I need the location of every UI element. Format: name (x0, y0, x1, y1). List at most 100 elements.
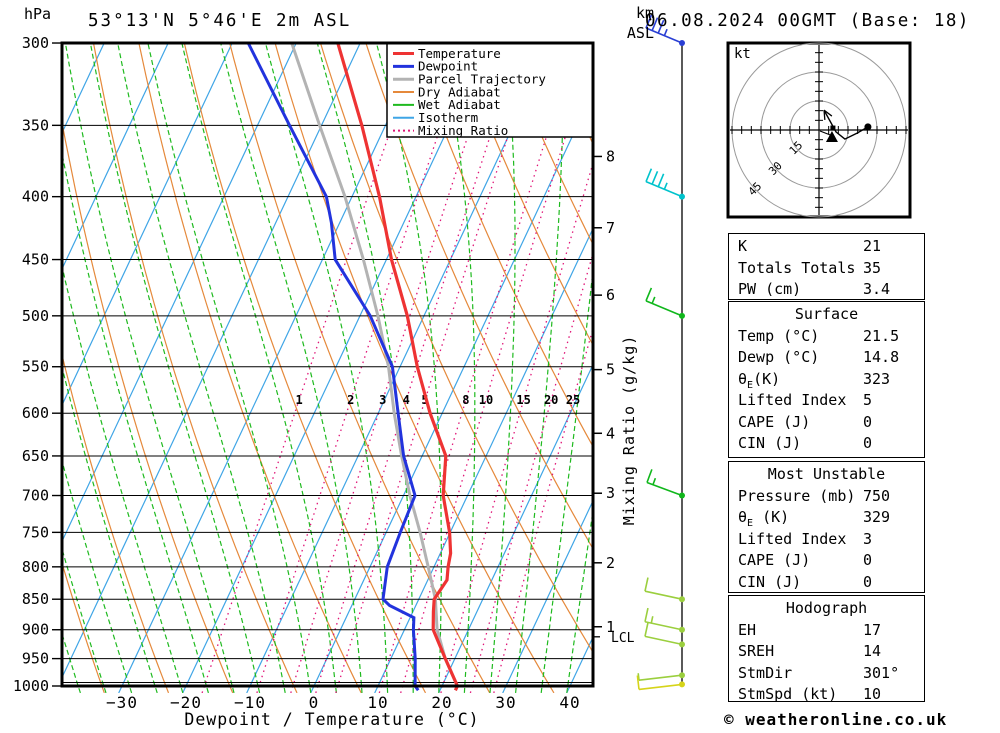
table-row: CIN (J) 0 (729, 572, 924, 594)
table-row: CAPE (J) 0 (729, 550, 924, 572)
table-row: θE (K) 329 (729, 507, 924, 529)
svg-text:750: 750 (22, 523, 49, 541)
svg-text:700: 700 (22, 487, 49, 505)
svg-text:−20: −20 (170, 693, 202, 712)
stat-value: 329 (863, 508, 891, 526)
stat-label: K (738, 237, 748, 255)
stat-label: CAPE (J) (738, 551, 811, 569)
lcl-label: LCL (611, 631, 635, 646)
svg-text:900: 900 (22, 621, 49, 639)
svg-text:Wet Adiabat: Wet Adiabat (418, 97, 501, 112)
surface-table: Surface Temp (°C) 21.5 Dewp (°C) 14.8 θE(K… (728, 301, 925, 458)
stat-label: Lifted Index (738, 529, 847, 548)
stat-value: 14.8 (863, 348, 900, 366)
stat-label: EH (738, 620, 757, 639)
svg-text:2: 2 (347, 393, 354, 407)
date-title: 06.08.2024 00GMT (Base: 18) (645, 11, 970, 31)
stat-value: 35 (863, 258, 882, 277)
stat-value: 14 (863, 642, 882, 660)
table-row: SREH 14 (729, 641, 924, 663)
svg-text:350: 350 (22, 116, 49, 134)
stat-value: 0 (863, 412, 873, 431)
svg-text:500: 500 (22, 307, 49, 325)
hodograph-unit-label: kt (734, 46, 751, 62)
stat-label: θE(K) (738, 369, 781, 391)
svg-text:0: 0 (309, 693, 320, 712)
svg-text:30: 30 (495, 693, 516, 712)
table-title: Hodograph (785, 599, 868, 617)
page-title: 53°13'N 5°46'E 2m ASL (88, 11, 352, 31)
svg-text:10: 10 (367, 693, 388, 712)
table-row: CIN (J) 0 (729, 433, 924, 455)
svg-text:15: 15 (516, 393, 530, 407)
stat-label: Totals Totals (738, 258, 856, 277)
svg-text:1: 1 (295, 393, 302, 407)
svg-text:3: 3 (379, 393, 386, 407)
svg-text:10: 10 (479, 393, 493, 407)
table-row: CAPE (J) 0 (729, 412, 924, 434)
svg-text:600: 600 (22, 404, 49, 422)
pressure-axis-unit: hPa (24, 5, 52, 23)
svg-text:8: 8 (606, 147, 615, 165)
table-row: Dewp (°C) 14.8 (729, 347, 924, 369)
stat-value: 17 (863, 620, 882, 639)
stat-label: CAPE (J) (738, 412, 811, 431)
svg-text:1: 1 (606, 618, 615, 636)
stat-label: StmSpd (kt) (738, 685, 838, 703)
table-row: Pressure (mb) 750 (729, 486, 924, 508)
stat-label: Lifted Index (738, 391, 847, 409)
table-row: Lifted Index 5 (729, 390, 924, 412)
stat-label: CIN (J) (738, 572, 802, 591)
table-row: Totals Totals 35 (729, 258, 924, 280)
mixing-ratio-axis-label: Mixing Ratio (g/kg) (620, 334, 638, 526)
stat-value: 301° (863, 663, 900, 682)
table-row: StmSpd (kt) 10 (729, 684, 924, 706)
stat-value: 10 (863, 685, 882, 703)
svg-text:Dry Adiabat: Dry Adiabat (418, 84, 501, 99)
svg-text:−30: −30 (106, 693, 138, 712)
svg-text:450: 450 (22, 251, 49, 269)
x-axis-title: Dewpoint / Temperature (°C) (184, 710, 480, 729)
svg-text:Dewpoint: Dewpoint (418, 59, 478, 74)
svg-text:800: 800 (22, 558, 49, 576)
table-row: Temp (°C) 21.5 (729, 326, 924, 348)
stat-label: StmDir (738, 663, 793, 682)
svg-text:850: 850 (22, 590, 49, 608)
svg-text:6: 6 (606, 286, 615, 304)
svg-text:300: 300 (22, 34, 49, 52)
hodograph-stats-table: Hodograph EH 17 SREH 14 StmDir 301° StmSpd … (728, 595, 925, 703)
svg-text:8: 8 (462, 393, 469, 407)
svg-text:550: 550 (22, 358, 49, 376)
svg-text:Isotherm: Isotherm (418, 110, 478, 125)
svg-text:4: 4 (403, 393, 410, 407)
table-row: PW (cm) 3.4 (729, 279, 924, 301)
stat-value: 21.5 (863, 326, 900, 345)
stat-value: 5 (863, 391, 873, 409)
svg-text:−10: −10 (234, 693, 266, 712)
svg-text:2: 2 (606, 554, 615, 572)
svg-text:20: 20 (431, 693, 452, 712)
svg-text:4: 4 (606, 424, 615, 442)
svg-text:5: 5 (606, 361, 615, 379)
svg-text:40: 40 (559, 693, 580, 712)
svg-text:400: 400 (22, 188, 49, 206)
svg-text:650: 650 (22, 447, 49, 465)
stat-label: θE (K) (738, 508, 790, 529)
stat-label: Dewp (°C) (738, 348, 820, 366)
table-row: θE(K) 323 (729, 369, 924, 391)
stat-value: 0 (863, 551, 873, 569)
most-unstable-table: Most Unstable Pressure (mb) 750 θE (K) 329… (728, 461, 925, 593)
table-row: Lifted Index 3 (729, 529, 924, 551)
copyright: © weatheronline.co.uk (724, 710, 948, 729)
stat-value: 0 (863, 572, 873, 591)
svg-text:1000: 1000 (13, 677, 49, 695)
stat-value: 3 (863, 529, 873, 548)
stat-label: Pressure (mb) (738, 486, 856, 505)
stat-value: 21 (863, 237, 882, 255)
table-row: K 21 (729, 236, 924, 258)
table-title: Most Unstable (767, 465, 886, 483)
table-title: Surface (794, 305, 859, 323)
svg-text:25: 25 (566, 393, 580, 407)
